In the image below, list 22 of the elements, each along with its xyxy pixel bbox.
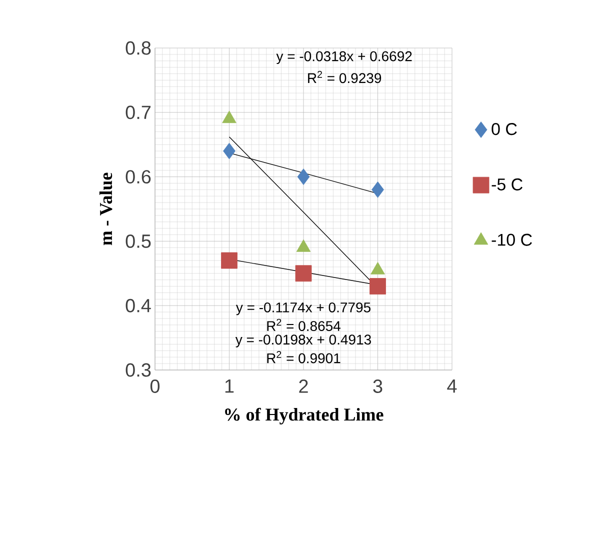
x-tick-label: 1 [225,380,234,393]
x-axis-title: % of Hydrated Lime [225,408,384,424]
y-tick-label: 0.3 [126,363,151,377]
x-tick-label: 4 [447,380,457,393]
x-tick-label: 0 [150,380,160,393]
x-tick-label: 3 [373,380,382,393]
legend-label: -5 C [492,178,522,190]
y-tick-label: 0.4 [126,298,151,312]
y-axis-title: m - Value [99,172,112,246]
y-tick-label: 0.6 [126,170,151,184]
annotation: y = -0.0198x + 0.4913 [235,334,371,348]
y-tick-label: 0.8 [126,41,151,55]
x-tick-label: 2 [299,380,308,393]
y-tick-label: 0.5 [126,234,151,248]
legend-label: 0 C [492,123,517,136]
legend-label: -10 C [492,234,532,246]
annotation: R$^{2}$ = 0.8654 [267,318,340,332]
y-tick-label: 0.7 [126,106,151,120]
annotation: y = -0.0318x + 0.6692 [276,51,412,64]
annotation: y = -0.1174x + 0.7795 [236,302,370,316]
annotation: R$^{2}$ = 0.9239 [308,70,382,84]
annotation: R$^{2}$ = 0.9901 [267,351,340,364]
